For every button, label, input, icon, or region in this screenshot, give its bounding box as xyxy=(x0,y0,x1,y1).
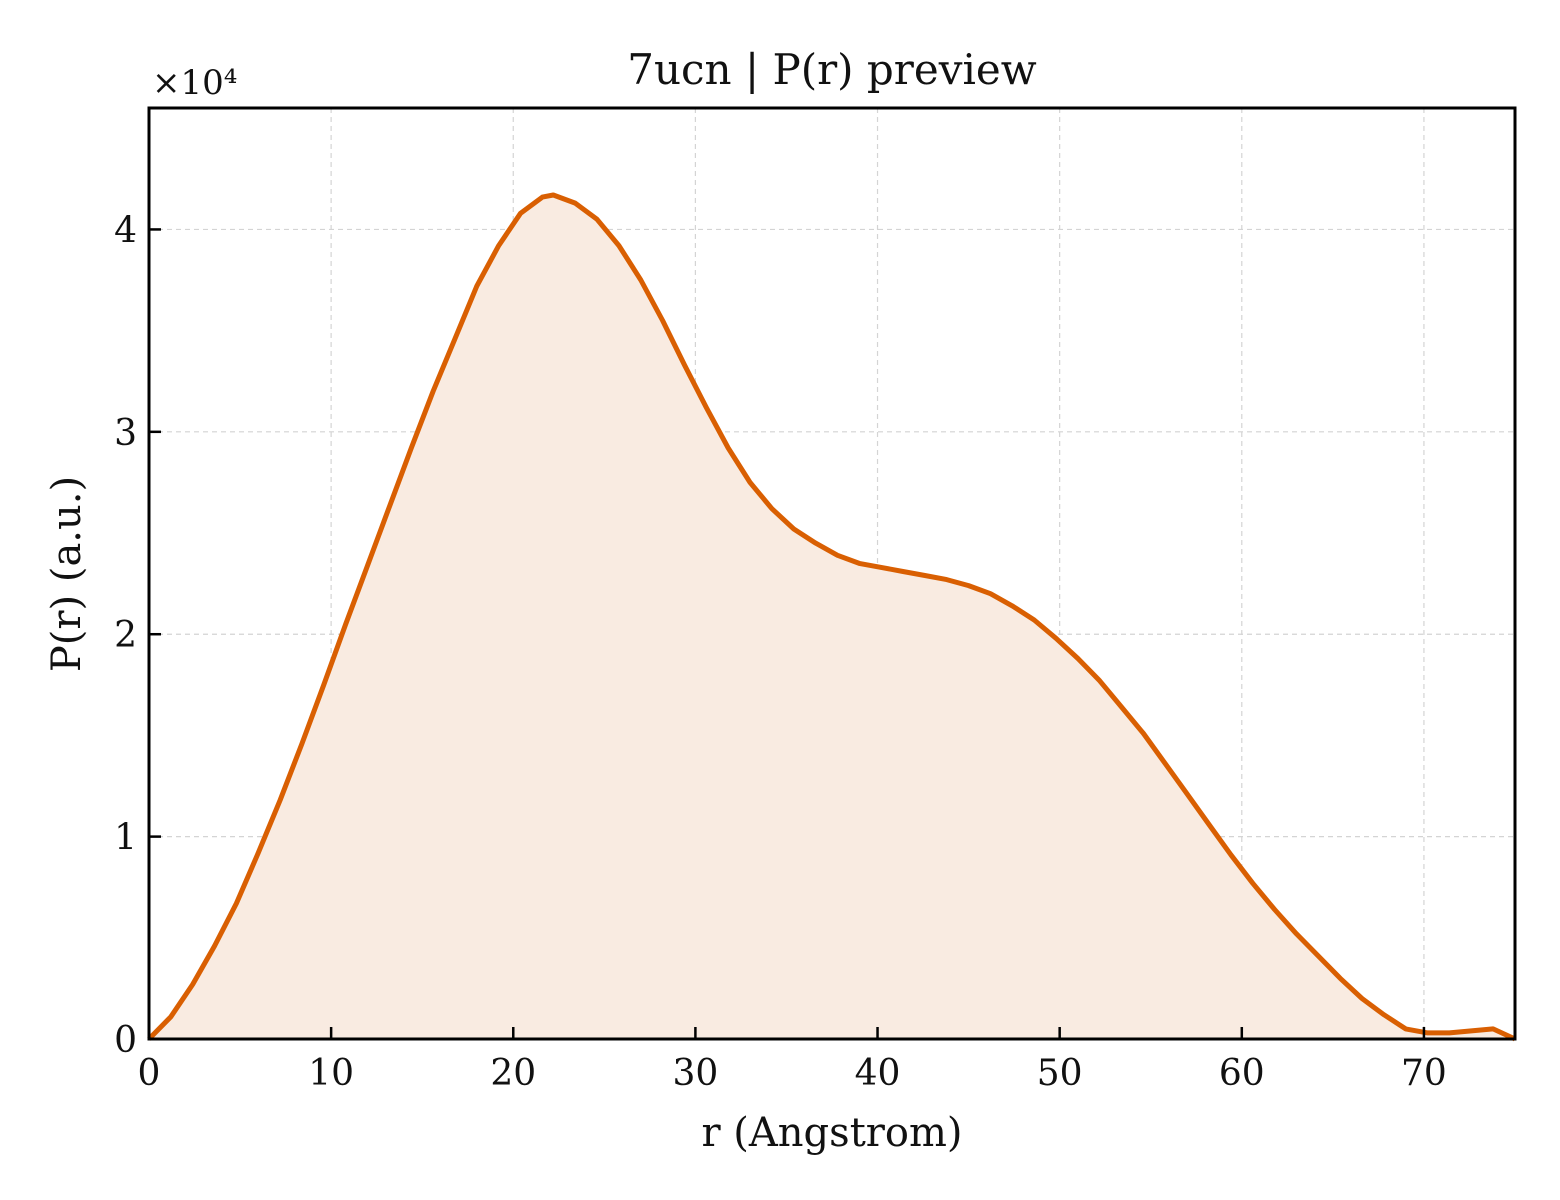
x-tick-label: 50 xyxy=(1037,1053,1083,1094)
x-axis-label: r (Angstrom) xyxy=(701,1110,962,1156)
axis-ticks: 0 10 20 30 40 50 60 70 0 1 2 3 4 xyxy=(114,210,1447,1094)
x-tick-label: 60 xyxy=(1219,1053,1265,1094)
x-tick-label: 40 xyxy=(855,1053,901,1094)
plot-frame xyxy=(147,106,1517,1041)
y-tick-label: 0 xyxy=(114,1020,137,1061)
x-tick-label: 20 xyxy=(490,1053,536,1094)
y-axis-label: P(r) (a.u.) xyxy=(44,476,90,672)
y-tick-label: 1 xyxy=(114,818,137,859)
x-tick-label: 0 xyxy=(138,1053,161,1094)
x-tick-label: 70 xyxy=(1401,1053,1447,1094)
x-tick-label: 30 xyxy=(672,1053,718,1094)
y-tick-label: 3 xyxy=(114,413,137,454)
y-multiplier-label: ×10⁴ xyxy=(152,63,237,103)
x-tick-label: 10 xyxy=(308,1053,354,1094)
y-tick-label: 4 xyxy=(114,210,137,251)
chart-title: 7ucn | P(r) preview xyxy=(627,45,1036,94)
pr-curve-line xyxy=(147,192,1517,1042)
pr-area-fill xyxy=(149,195,1515,1039)
y-tick-label: 2 xyxy=(114,615,137,656)
